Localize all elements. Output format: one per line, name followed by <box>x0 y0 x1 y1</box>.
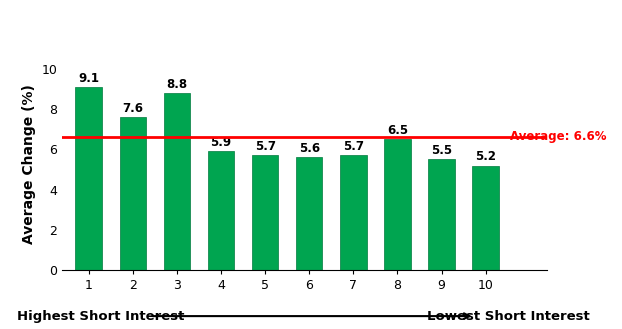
Y-axis label: Average Change (%): Average Change (%) <box>22 85 36 244</box>
Text: 5.7: 5.7 <box>343 140 364 153</box>
Bar <box>119 117 146 270</box>
Bar <box>384 139 411 270</box>
Bar <box>75 87 102 270</box>
Bar <box>472 165 499 270</box>
Bar <box>164 93 190 270</box>
Bar <box>252 156 278 270</box>
Text: Highest Short Interest: Highest Short Interest <box>17 310 185 323</box>
Text: Average: 6.6%: Average: 6.6% <box>510 130 606 143</box>
Bar <box>296 158 322 270</box>
Text: 8.8: 8.8 <box>166 78 187 91</box>
Text: 5.9: 5.9 <box>210 137 231 149</box>
Bar <box>208 151 234 270</box>
Text: 7.6: 7.6 <box>123 102 143 115</box>
Text: Lowest Short Interest: Lowest Short Interest <box>427 310 590 323</box>
Text: 6.5: 6.5 <box>387 124 408 138</box>
Text: 5.5: 5.5 <box>431 144 452 158</box>
Bar <box>429 160 455 270</box>
Text: 5.2: 5.2 <box>475 150 496 164</box>
Text: 5.7: 5.7 <box>254 140 276 153</box>
Text: 5.6: 5.6 <box>299 142 320 156</box>
Text: 9.1: 9.1 <box>78 72 99 85</box>
Bar <box>340 156 366 270</box>
Text: S&P 1500 Stock Performance vs Short Interest (% of Float): 4/15 – 5/9: S&P 1500 Stock Performance vs Short Inte… <box>49 19 622 37</box>
